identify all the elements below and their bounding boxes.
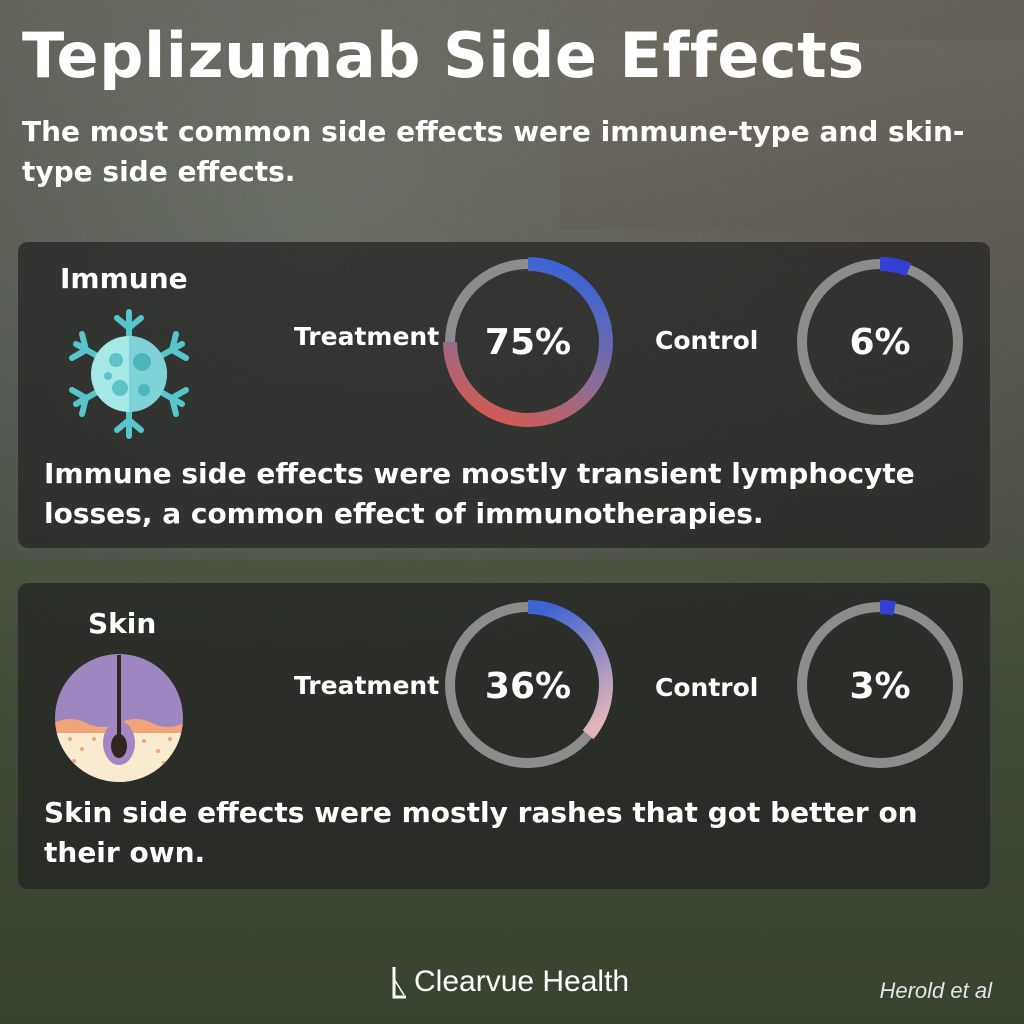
immune-cell-icon [69,309,189,439]
citation: Herold et al [879,978,992,1003]
immune-panel: Immune Treatment 75% Control [18,242,990,548]
immune-control-ring: 6% [797,257,963,425]
page-title: Teplizumab Side Effects [22,19,865,92]
skin-control-percent: 3% [849,666,910,707]
immune-treatment-ring: 75% [443,257,613,427]
brand-name: Clearvue Health [414,965,630,998]
skin-treatment-label: Treatment [294,671,440,700]
skin-control-label: Control [655,673,759,702]
skin-control-ring: 3% [797,599,963,768]
skin-treatment-ring: 36% [445,600,613,768]
immune-category-label: Immune [60,262,188,295]
skin-note: Skin side effects were mostly rashes tha… [44,796,918,869]
background-house [560,40,1024,230]
immune-control-percent: 6% [849,322,910,363]
treatment-progress-arc [443,257,613,427]
skin-panel: Skin Treatment 36% [18,583,990,889]
brand-logo: Clearvue Health [392,960,629,1004]
immune-control-label: Control [655,326,759,355]
skin-hair-follicle-icon [55,654,183,782]
control-progress-arc [879,257,912,277]
immune-treatment-percent: 75% [485,322,571,363]
control-progress-arc [879,599,896,616]
immune-note: Immune side effects were mostly transien… [44,457,915,530]
immune-treatment-label: Treatment [294,322,440,351]
treatment-progress-arc [527,600,613,740]
skin-treatment-percent: 36% [485,666,571,707]
skin-category-label: Skin [88,607,157,640]
brand-mark-icon [392,967,406,999]
page-subtitle: The most common side effects were immune… [22,115,965,188]
